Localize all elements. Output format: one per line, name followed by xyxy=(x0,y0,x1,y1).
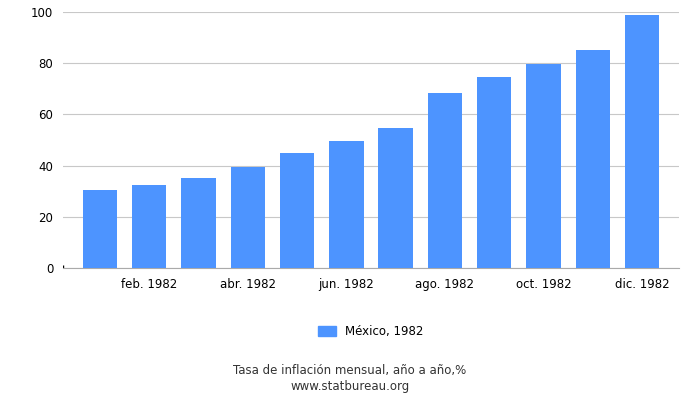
Legend: México, 1982: México, 1982 xyxy=(314,320,428,342)
Text: Tasa de inflación mensual, año a año,%: Tasa de inflación mensual, año a año,% xyxy=(233,364,467,377)
Bar xyxy=(625,15,659,268)
Bar xyxy=(379,128,413,268)
Bar xyxy=(181,178,216,268)
Text: www.statbureau.org: www.statbureau.org xyxy=(290,380,410,393)
Bar xyxy=(132,185,167,268)
Bar xyxy=(428,93,462,268)
Bar xyxy=(477,77,512,268)
Bar xyxy=(83,190,117,268)
Bar xyxy=(329,141,363,268)
Bar xyxy=(230,167,265,268)
Bar xyxy=(575,50,610,268)
Bar xyxy=(280,153,314,268)
Bar xyxy=(526,64,561,268)
